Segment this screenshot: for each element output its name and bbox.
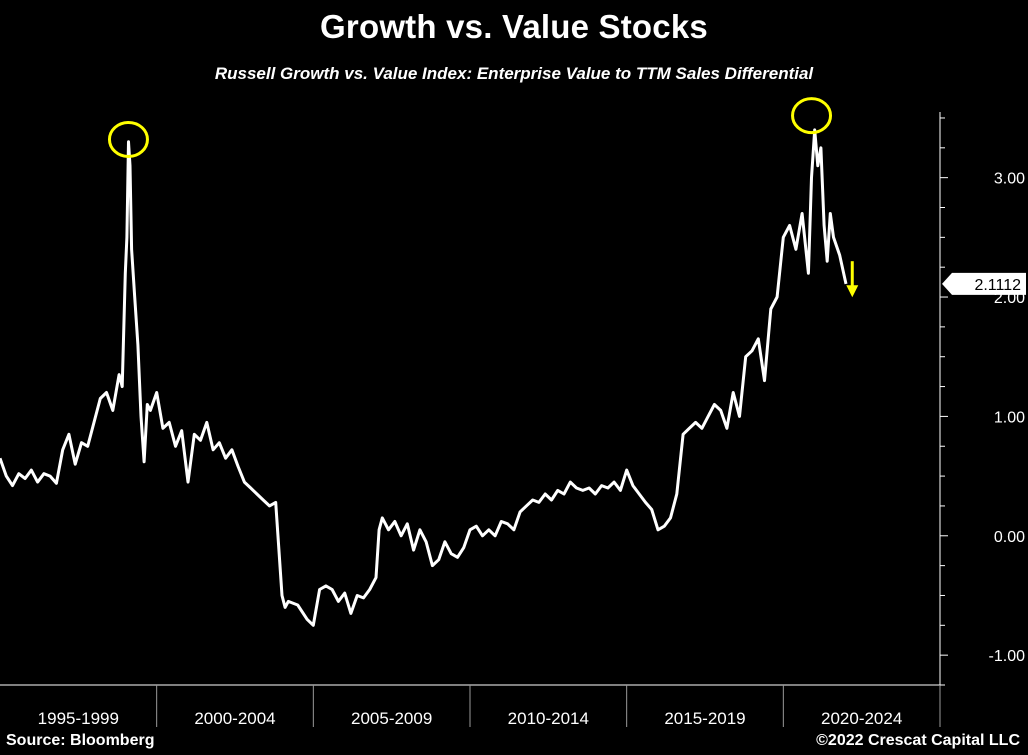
chart-subtitle: Russell Growth vs. Value Index: Enterpri… (214, 64, 814, 83)
peak-highlight-circle (107, 120, 149, 158)
y-tick-label: 1.00 (994, 409, 1025, 426)
period-label: 2015-2019 (664, 709, 745, 728)
last-value-marker: 2.1112 (942, 272, 1026, 295)
x-axis-periods: 1995-1999 2000-2004 2005-2009 2010-2014 2015… (0, 684, 941, 728)
period-label: 1995-1999 (38, 709, 119, 728)
annotations (107, 97, 859, 298)
data-series-line (0, 128, 848, 627)
period-label: 2010-2014 (508, 709, 589, 728)
y-tick-label: 0.00 (994, 529, 1025, 546)
y-tick-label: -1.00 (989, 648, 1026, 665)
y-tick-label: 3.00 (994, 171, 1025, 188)
source-note: Source: Bloomberg (6, 732, 155, 749)
plot-area (0, 128, 848, 627)
period-label: 2000-2004 (194, 709, 275, 728)
period-label: 2020-2024 (821, 709, 902, 728)
copyright-note: ©2022 Crescat Capital LLC (816, 732, 1020, 749)
period-label: 2005-2009 (351, 709, 432, 728)
down-arrow-icon (846, 261, 859, 298)
last-value-label: 2.1112 (974, 277, 1021, 294)
y-axis: -1.000.001.002.003.002.1112 (939, 112, 1026, 686)
chart-title: Growth vs. Value Stocks (320, 8, 708, 45)
peak-highlight-circle (791, 97, 833, 135)
last-value-box (942, 272, 1026, 295)
arrow-head (846, 285, 859, 298)
